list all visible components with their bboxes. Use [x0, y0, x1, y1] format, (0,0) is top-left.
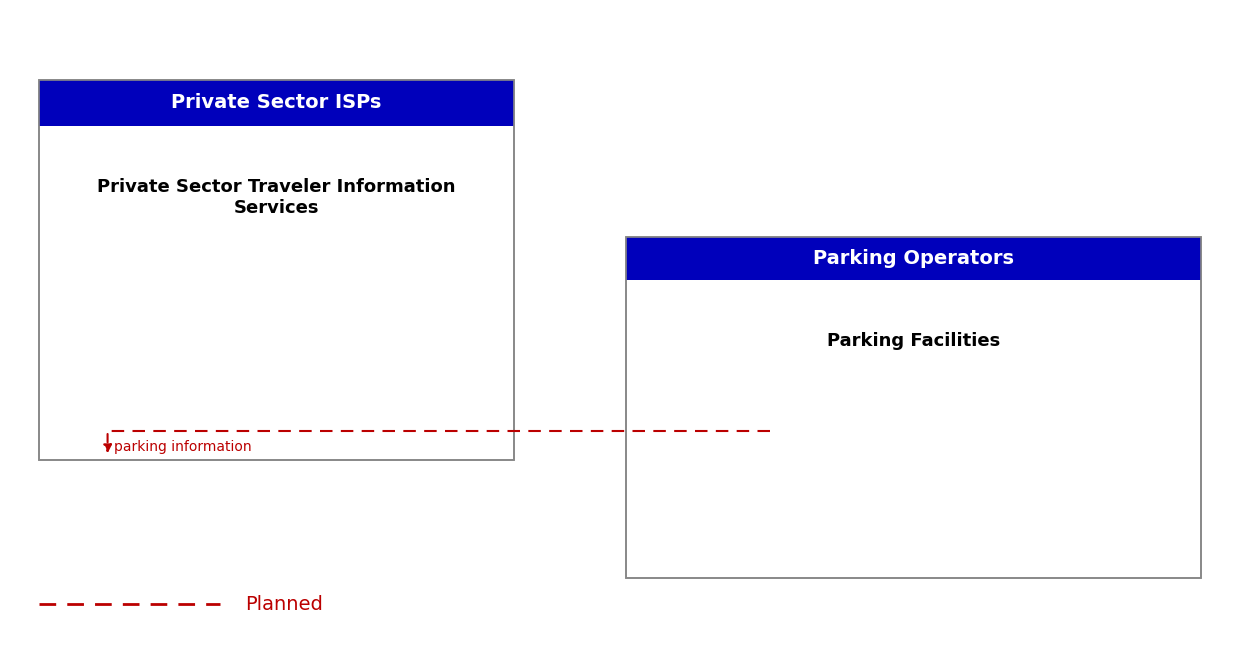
Text: Planned: Planned [245, 595, 323, 614]
Bar [626, 238, 1201, 280]
Bar [39, 80, 513, 460]
Text: Parking Facilities: Parking Facilities [826, 332, 1000, 350]
Text: Parking Operators: Parking Operators [813, 249, 1014, 268]
Bar [626, 238, 1201, 578]
Bar [39, 80, 513, 126]
Text: Private Sector Traveler Information
Services: Private Sector Traveler Information Serv… [96, 178, 456, 217]
Bar [39, 80, 513, 460]
Bar [626, 238, 1201, 578]
Text: Private Sector ISPs: Private Sector ISPs [172, 93, 382, 113]
Text: parking information: parking information [114, 440, 252, 455]
